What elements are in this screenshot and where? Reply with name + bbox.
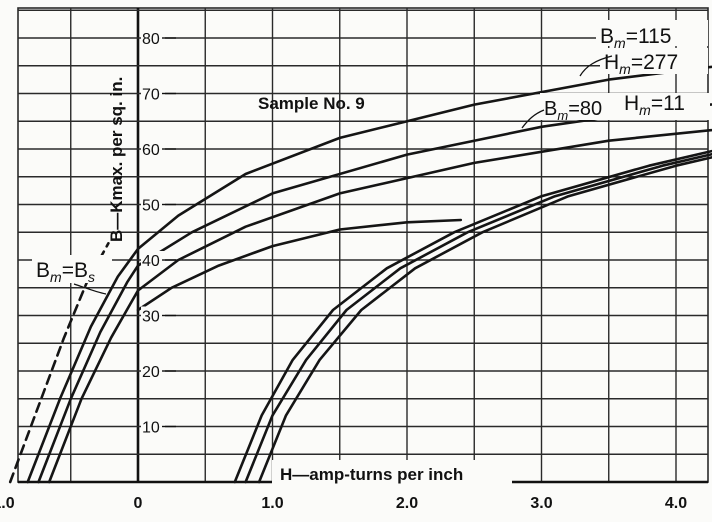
y-tick-bg xyxy=(141,140,165,157)
tick-labels: 10203040506070801.001.02.03.04.05.0 xyxy=(0,29,687,512)
y-tick-label: 30 xyxy=(142,309,160,326)
x-axis-label: H—amp-turns per inch xyxy=(280,465,463,484)
y-tick-label: 40 xyxy=(142,253,160,270)
bmbs-bg xyxy=(32,255,112,283)
bh-curve-7 xyxy=(244,152,712,484)
x-tick-label: 4.0 xyxy=(665,495,687,512)
leader-bm115 xyxy=(579,55,613,77)
x-tick-label: 3.0 xyxy=(530,495,552,512)
x-tick-label: 1.0 xyxy=(0,495,15,512)
y-tick-label: 80 xyxy=(142,31,160,48)
bh-curve-4 xyxy=(47,128,712,484)
y-tick-bg xyxy=(141,306,165,324)
x-tick-label: 0 xyxy=(134,495,143,512)
bh-curve-6 xyxy=(233,149,712,484)
y-tick-bg xyxy=(141,362,165,379)
hm277-bg xyxy=(600,48,708,74)
leader-bm80 xyxy=(521,109,545,129)
bh-curve-2 xyxy=(26,65,712,484)
x-tick-label: 1.0 xyxy=(261,495,283,512)
y-tick-label: 20 xyxy=(142,364,160,381)
y-tick-label: 50 xyxy=(142,198,160,215)
bh-curve-8 xyxy=(257,156,712,484)
annotation-bm80: Bm=80 xyxy=(544,98,602,123)
y-tick-label: 10 xyxy=(142,420,160,437)
y-tick-bg xyxy=(141,84,165,102)
bh-curve-5 xyxy=(136,218,463,312)
annotation-bm115: Bm=115 xyxy=(600,25,671,51)
annotation-hm11: Hm=11 xyxy=(624,92,685,118)
chart-title: Sample No. 9 xyxy=(258,94,365,113)
leader-bmbs xyxy=(73,283,107,295)
y-tick-label: 60 xyxy=(142,142,160,159)
bm115-bg xyxy=(596,20,708,46)
y-tick-bg xyxy=(141,251,165,268)
y-tick-label: 70 xyxy=(142,87,160,104)
y-axis-label: B—Kmax. per sq. in. xyxy=(107,77,126,242)
y-tick-bg xyxy=(141,417,165,435)
annotation-hm277: Hm=277 xyxy=(604,51,678,77)
annotation-bmbs: Bm=Bs xyxy=(36,259,95,285)
bm80-bg xyxy=(540,93,710,120)
x-axis-label-bg xyxy=(272,460,512,486)
y-tick-bg xyxy=(141,29,165,46)
x-tick-label: 2.0 xyxy=(396,495,418,512)
grid xyxy=(17,7,709,484)
y-tick-bg xyxy=(141,195,165,213)
